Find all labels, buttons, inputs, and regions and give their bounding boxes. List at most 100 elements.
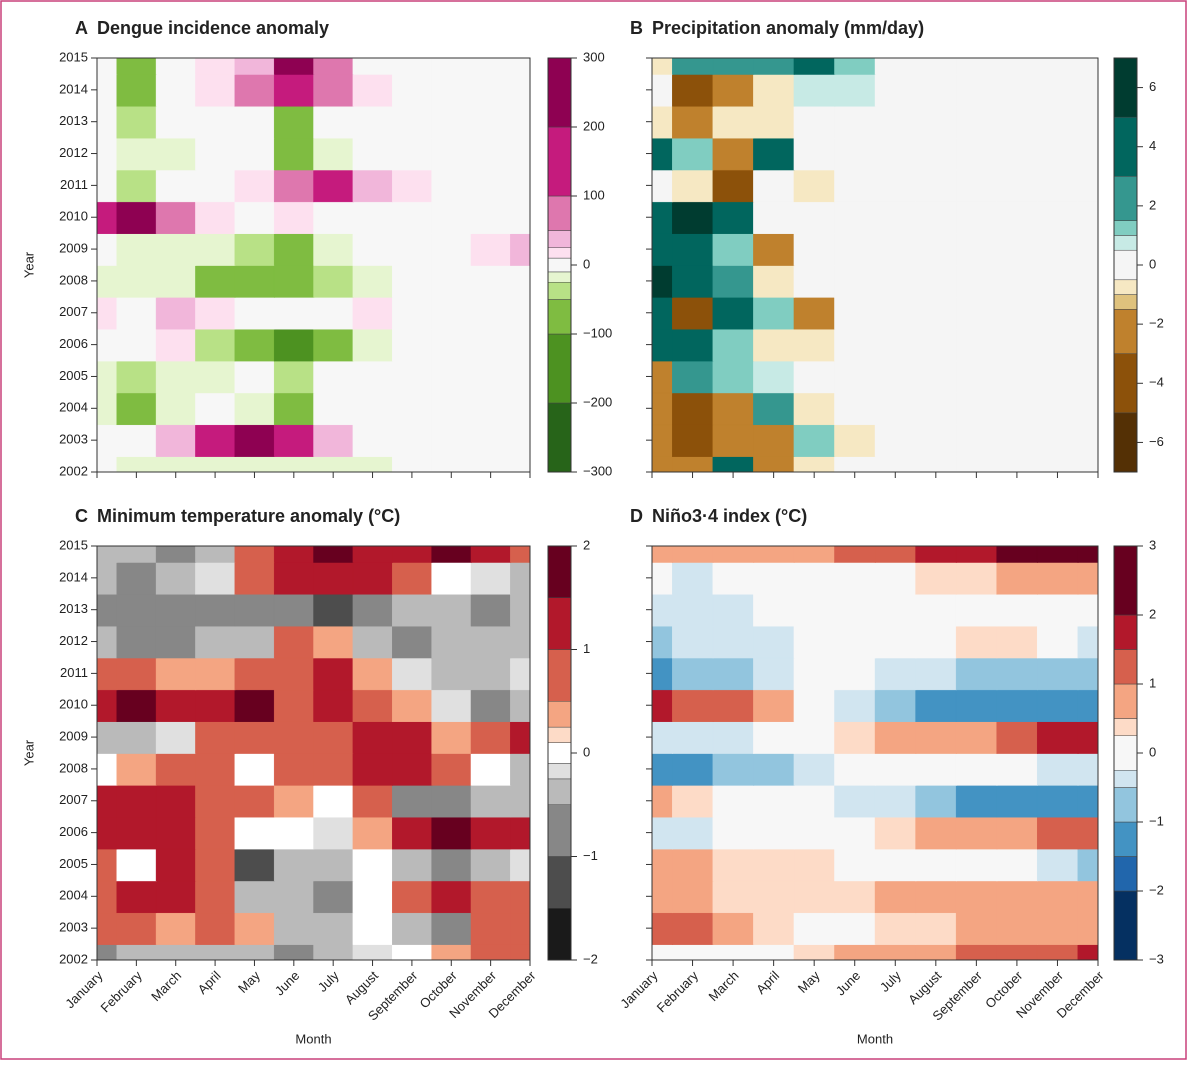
cell [313,880,354,914]
y-tick-label: 2014 [59,569,88,584]
plot-border [96,57,531,473]
cell [672,201,714,234]
cell [313,784,354,818]
cell [431,105,472,139]
cell [273,752,315,786]
colorbar-tick-label: −3 [1149,951,1164,966]
cell [915,264,957,298]
cell [510,455,530,472]
cell [753,232,795,266]
cell [470,105,512,139]
cell [753,264,795,298]
cell [470,912,512,945]
cell [313,593,354,627]
cell [1077,424,1098,457]
cell [996,296,1038,330]
cell [470,848,512,882]
cell [116,105,157,139]
cell [234,880,275,914]
cell [793,264,836,298]
cell [712,593,755,627]
y-axis-label: Year [21,739,36,766]
cell [116,657,157,691]
cell [955,232,998,266]
cell [996,201,1038,234]
cell [313,424,354,457]
colorbar-segment [547,126,572,197]
panel-title: Precipitation anomaly (mm/day) [652,18,924,38]
cell [313,392,354,426]
y-tick-label: 2003 [59,920,88,935]
cell [273,593,315,627]
cell [834,593,876,627]
cell [753,424,795,457]
cell [834,328,876,362]
cell [1077,169,1098,203]
cell [273,880,315,914]
colorbar-segment [1113,220,1138,236]
colorbar-segment [1113,890,1138,961]
cell [834,912,876,945]
cell [915,137,957,171]
cell [313,912,354,945]
cell [996,593,1038,627]
cell [672,392,714,426]
cell [273,657,315,691]
cell [753,137,795,171]
cell [955,360,998,394]
cell [470,137,512,171]
cell [234,392,275,426]
cell [1077,392,1098,426]
colorbar-segment [1113,545,1138,616]
plot-border [651,545,1099,961]
cell [672,328,714,362]
cell [195,625,236,659]
colorbar-tick-label: 0 [583,744,590,759]
cell [155,424,197,457]
cell [915,328,957,362]
cell [874,73,917,107]
cell [1036,752,1079,786]
cell [116,137,157,171]
y-tick-label: 2007 [59,304,88,319]
cell [510,73,530,107]
cell [155,392,197,426]
cell [996,784,1038,818]
colorbar-segment [547,597,572,650]
cell [1036,848,1079,882]
cell [793,880,836,914]
colorbar-segment [1113,309,1138,354]
cell [352,360,394,394]
cell [470,880,512,914]
cell [352,169,394,203]
cell [915,784,957,818]
cell [1036,73,1079,107]
cell [1036,169,1079,203]
colorbar-segment [1113,412,1138,473]
colorbar-segment [547,195,572,231]
cell [753,720,795,754]
cell [470,296,512,330]
colorbar-segment [547,763,572,780]
cell [793,73,836,107]
x-axis-label: Month [857,1031,893,1046]
cell [392,689,433,722]
cell [1077,880,1098,914]
cell [753,816,795,850]
cell [392,296,433,330]
cell [155,752,197,786]
cell [273,328,315,362]
cell [195,264,236,298]
cell [955,625,998,659]
cell [116,232,157,266]
plot-area [652,546,1098,960]
cell [470,424,512,457]
cell [155,73,197,107]
cell [313,816,354,850]
cell [195,720,236,754]
cell [392,328,433,362]
cell [672,625,714,659]
cell [155,848,197,882]
cell [834,105,876,139]
cell [431,593,472,627]
